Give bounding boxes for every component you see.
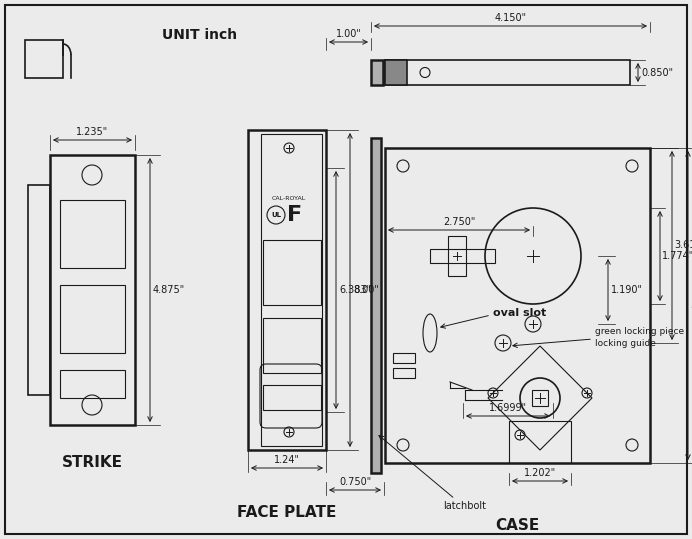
Text: 6.383": 6.383" bbox=[339, 285, 371, 295]
Text: latchbolt: latchbolt bbox=[444, 501, 486, 511]
Text: 4.875": 4.875" bbox=[153, 285, 185, 295]
Bar bbox=[385, 60, 407, 85]
Bar bbox=[60, 200, 125, 268]
Text: 1.202": 1.202" bbox=[524, 468, 556, 478]
Text: UL: UL bbox=[271, 212, 281, 218]
Text: CAL-ROYAL: CAL-ROYAL bbox=[272, 196, 306, 201]
Text: UNIT inch: UNIT inch bbox=[163, 28, 237, 42]
Text: 1.190": 1.190" bbox=[611, 285, 643, 295]
Text: 1.774": 1.774" bbox=[662, 251, 692, 261]
Bar bbox=[28, 185, 50, 395]
Bar bbox=[509, 421, 571, 463]
Text: FACE PLATE: FACE PLATE bbox=[237, 505, 337, 520]
Bar bbox=[25, 40, 63, 78]
Bar bbox=[50, 155, 135, 425]
Bar bbox=[60, 370, 125, 398]
Text: CASE: CASE bbox=[495, 518, 540, 533]
Text: oval slot: oval slot bbox=[493, 308, 546, 318]
Bar bbox=[385, 60, 630, 85]
Bar bbox=[60, 285, 125, 353]
Text: 3.615": 3.615" bbox=[674, 240, 692, 251]
Text: 0.850": 0.850" bbox=[641, 67, 673, 78]
Text: 1.24": 1.24" bbox=[274, 455, 300, 465]
Text: 0.750": 0.750" bbox=[339, 477, 371, 487]
Bar bbox=[371, 138, 381, 473]
Bar bbox=[248, 130, 326, 450]
Bar bbox=[263, 240, 321, 305]
Bar bbox=[371, 60, 383, 85]
Bar bbox=[448, 236, 466, 276]
Bar bbox=[261, 134, 322, 446]
Text: 1.00": 1.00" bbox=[336, 29, 361, 39]
Text: F: F bbox=[287, 205, 302, 225]
Text: green locking piece: green locking piece bbox=[595, 327, 684, 335]
Text: 1.6999": 1.6999" bbox=[489, 403, 527, 413]
Bar bbox=[263, 318, 321, 373]
Bar bbox=[393, 353, 415, 363]
Bar bbox=[263, 385, 321, 410]
Text: 1.235": 1.235" bbox=[76, 127, 109, 137]
Bar bbox=[430, 249, 495, 263]
Text: 8.00": 8.00" bbox=[353, 285, 379, 295]
Bar bbox=[385, 148, 650, 463]
Bar bbox=[532, 390, 548, 406]
Text: STRIKE: STRIKE bbox=[62, 455, 123, 470]
Text: 2.750": 2.750" bbox=[443, 217, 475, 227]
Bar bbox=[393, 368, 415, 378]
Text: 5.820": 5.820" bbox=[690, 301, 692, 310]
Text: locking guide: locking guide bbox=[595, 338, 656, 348]
Text: 4.150": 4.150" bbox=[495, 13, 527, 23]
